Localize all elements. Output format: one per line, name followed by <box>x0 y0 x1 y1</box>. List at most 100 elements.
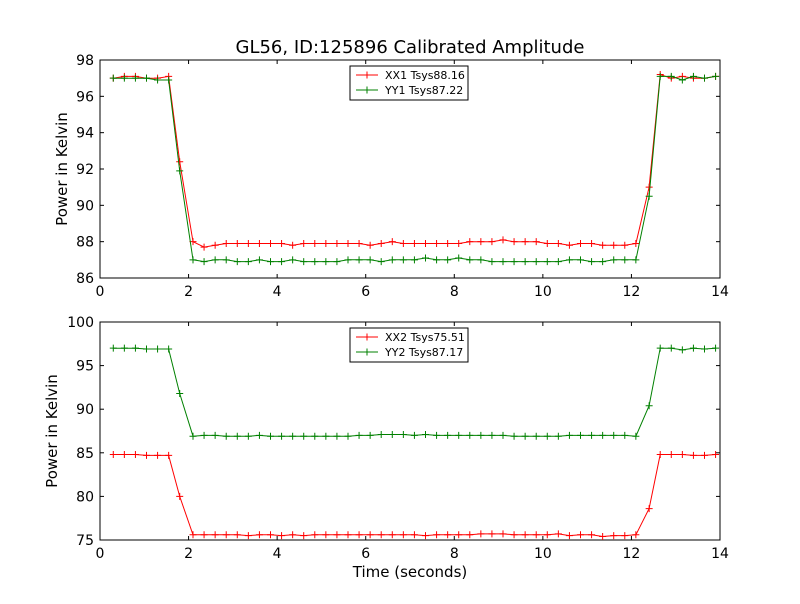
x-tick-label: 10 <box>534 546 552 562</box>
data-point-marker <box>176 390 184 398</box>
data-point-marker <box>477 530 485 538</box>
data-point-marker <box>233 258 241 266</box>
y-axis-label: Power in Kelvin <box>43 374 61 488</box>
data-point-marker <box>355 256 363 264</box>
data-point-marker <box>131 451 139 459</box>
data-point-marker <box>543 239 551 247</box>
data-point-marker <box>521 432 529 440</box>
data-point-marker <box>410 256 418 264</box>
data-point-marker <box>322 258 330 266</box>
y-tick-label: 94 <box>76 126 94 142</box>
x-tick-label: 10 <box>534 284 552 300</box>
data-point-marker <box>109 451 117 459</box>
data-point-marker <box>211 256 219 264</box>
y-tick-label: 90 <box>76 402 94 418</box>
data-point-marker <box>377 258 385 266</box>
data-point-marker <box>499 530 507 538</box>
data-point-marker <box>143 345 150 353</box>
data-point-marker <box>632 239 640 247</box>
data-point-marker <box>377 531 385 539</box>
x-tick-label: 8 <box>450 284 459 300</box>
x-tick-label: 4 <box>273 284 282 300</box>
data-point-marker <box>678 76 686 84</box>
data-point-marker <box>599 431 607 439</box>
data-point-marker <box>532 531 540 539</box>
data-point-marker <box>344 256 352 264</box>
data-point-marker <box>712 451 720 459</box>
data-point-marker <box>521 238 529 246</box>
data-point-marker <box>244 432 252 440</box>
y-tick-label: 90 <box>76 198 94 214</box>
y-tick-label: 92 <box>76 162 94 178</box>
data-point-marker <box>712 72 720 80</box>
x-tick-label: 2 <box>184 546 193 562</box>
data-point-marker <box>200 531 208 539</box>
data-point-marker <box>455 254 463 262</box>
legend-label: XX2 Tsys75.51 <box>385 331 465 344</box>
data-point-marker <box>388 430 396 438</box>
data-point-marker <box>333 258 341 266</box>
x-tick-label: 6 <box>361 284 370 300</box>
data-point-marker <box>455 431 463 439</box>
data-point-marker <box>289 432 297 440</box>
legend-marker <box>363 348 371 356</box>
data-point-marker <box>189 256 197 264</box>
data-point-marker <box>244 239 252 247</box>
data-point-marker <box>554 258 562 266</box>
x-tick-label: 6 <box>361 546 370 562</box>
data-point-marker <box>632 256 640 264</box>
data-point-marker <box>267 531 274 539</box>
data-point-marker <box>233 531 241 539</box>
data-point-marker <box>300 239 308 247</box>
data-point-marker <box>222 256 230 264</box>
y-tick-label: 96 <box>76 89 94 105</box>
data-point-marker <box>289 256 297 264</box>
data-point-marker <box>554 432 562 440</box>
data-point-marker <box>656 72 664 80</box>
data-point-marker <box>333 239 341 247</box>
data-point-marker <box>322 432 330 440</box>
data-point-marker <box>510 531 518 539</box>
data-point-marker <box>344 432 352 440</box>
data-point-marker <box>109 344 117 352</box>
legend: XX1 Tsys88.16 YY1 Tsys87.22 <box>349 65 469 101</box>
x-tick-label: 0 <box>96 284 105 300</box>
data-point-marker <box>355 531 363 539</box>
data-point-marker <box>701 74 708 82</box>
data-point-marker <box>656 344 664 352</box>
data-point-marker <box>333 432 341 440</box>
data-point-marker <box>278 258 286 266</box>
data-point-marker <box>488 238 496 246</box>
data-point-marker <box>510 258 518 266</box>
data-point-marker <box>255 256 263 264</box>
data-point-marker <box>233 432 241 440</box>
legend-marker <box>363 86 371 94</box>
data-point-marker <box>366 256 374 264</box>
legend-label: XX1 Tsys88.16 <box>385 69 465 82</box>
data-point-marker <box>621 532 629 540</box>
data-point-marker <box>444 531 452 539</box>
data-point-marker <box>599 258 607 266</box>
data-point-marker <box>678 451 686 459</box>
data-point-marker <box>645 183 653 191</box>
data-point-marker <box>377 430 385 438</box>
x-axis-label: Time (seconds) <box>352 563 468 581</box>
data-point-marker <box>455 531 463 539</box>
data-point-marker <box>488 258 496 266</box>
data-point-marker <box>621 256 629 264</box>
y-tick-label: 98 <box>76 53 94 69</box>
legend-marker <box>363 71 371 79</box>
data-point-marker <box>645 505 653 513</box>
data-point-marker <box>278 432 286 440</box>
data-point-marker <box>532 238 540 246</box>
plot-panel-2: 0 2 4 6 8 10 12 14 75 80 85 90 95 100 Power in Kelvin T… <box>43 315 729 581</box>
data-point-marker <box>377 239 385 247</box>
data-point-marker <box>255 239 263 247</box>
data-point-marker <box>278 239 286 247</box>
data-point-marker <box>211 531 219 539</box>
data-point-marker <box>143 451 150 459</box>
data-point-marker <box>222 432 230 440</box>
x-tick-label: 8 <box>450 546 459 562</box>
legend-marker <box>363 333 371 341</box>
